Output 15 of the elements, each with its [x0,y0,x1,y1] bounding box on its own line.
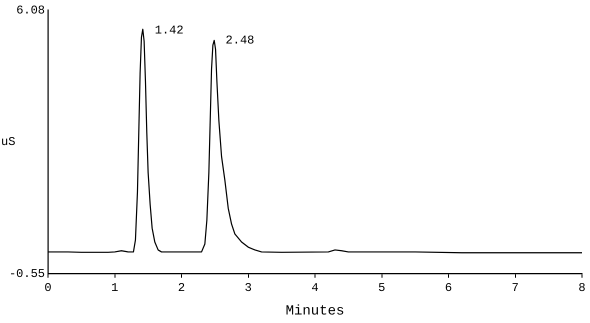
x-tick-label: 4 [311,281,319,296]
x-tick-label: 0 [44,281,52,296]
x-tick-label: 5 [378,281,386,296]
x-tick-label: 3 [244,281,252,296]
x-tick-label: 1 [111,281,118,296]
y-axis-title: uS [1,135,16,150]
x-tick-label: 7 [512,281,519,296]
y-tick-label: -0.55 [8,266,45,281]
annotation: 2.48 [226,34,254,48]
annotation: 1.42 [154,23,184,38]
y-tick-label: 6.08 [16,3,45,18]
x-tick-label: 2 [178,281,186,296]
x-axis-title: Minutes [286,303,344,320]
x-tick-label: 8 [578,281,586,296]
x-tick-label: 6 [444,281,452,296]
